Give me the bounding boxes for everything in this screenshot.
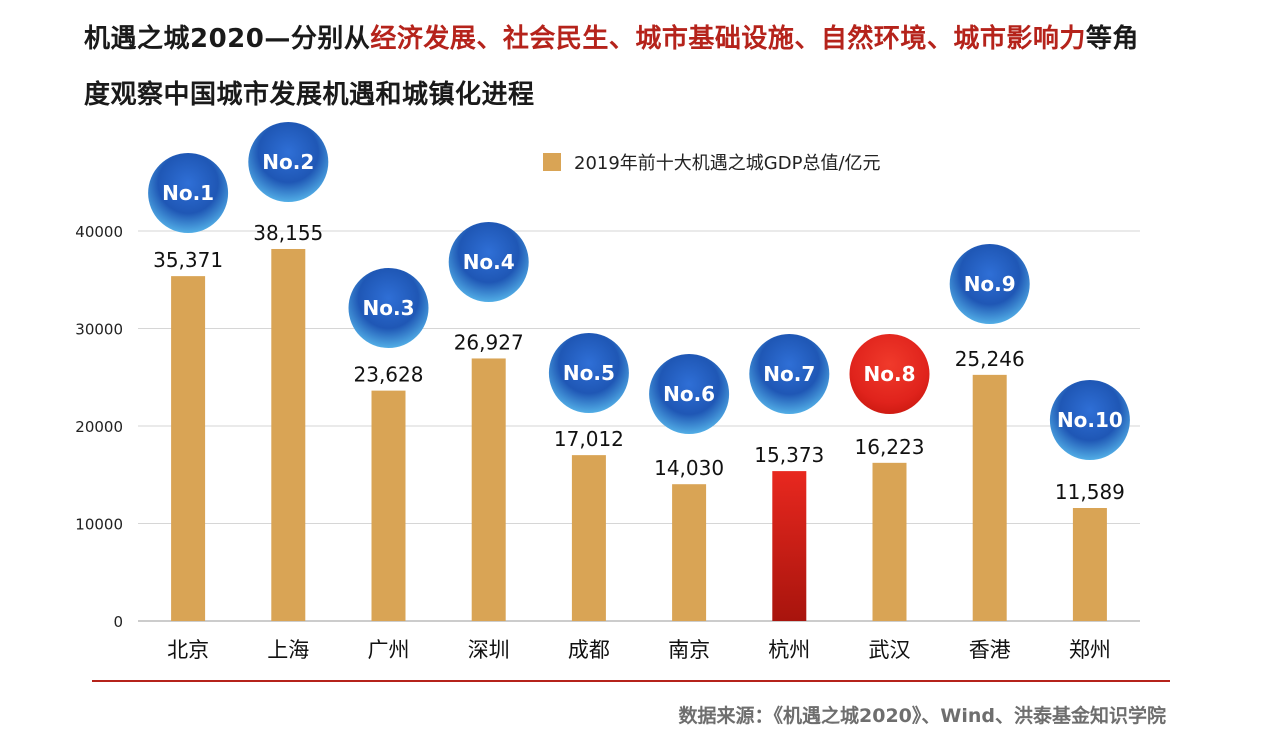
rank-badge	[148, 153, 229, 233]
value-label: 25,246	[955, 347, 1025, 371]
value-label: 14,030	[654, 456, 724, 480]
rank-badge	[448, 222, 529, 302]
x-tick-label: 南京	[668, 638, 710, 662]
x-tick-label: 上海	[267, 638, 309, 662]
chart-title-line-1: 机遇之城2020—分别从经济发展、社会民生、城市基础设施、自然环境、城市影响力等…	[84, 18, 1139, 55]
value-label: 26,927	[454, 330, 524, 354]
rank-label: No.6	[663, 382, 715, 406]
rank-badge	[749, 334, 830, 414]
value-label: 35,371	[153, 248, 223, 272]
rank-label: No.10	[1057, 408, 1123, 432]
bar-5	[571, 455, 606, 621]
value-label: 15,373	[754, 443, 824, 467]
y-tick-label: 40000	[75, 223, 123, 241]
x-tick-label: 香港	[969, 638, 1011, 662]
x-tick-label: 武汉	[869, 638, 911, 662]
rank-badge	[248, 122, 329, 202]
y-tick-label: 30000	[75, 321, 123, 339]
value-label: 38,155	[253, 221, 323, 245]
legend-label: 2019年前十大机遇之城GDP总值/亿元	[574, 153, 881, 174]
rank-label: No.1	[162, 181, 214, 205]
legend-swatch	[543, 153, 561, 171]
rank-label: No.4	[463, 250, 515, 274]
bar-7	[772, 471, 807, 621]
bar-2	[271, 248, 306, 621]
x-tick-label: 成都	[568, 638, 610, 662]
title-segment: 机遇之城2020—分别从	[84, 24, 371, 54]
bar-8	[872, 462, 907, 621]
rank-label: No.9	[964, 272, 1016, 296]
bar-4	[471, 358, 506, 621]
rank-label: No.5	[563, 361, 615, 385]
rank-badge	[849, 334, 930, 414]
x-tick-label: 深圳	[468, 638, 510, 662]
chart-title-line-2: 度观察中国城市发展机遇和城镇化进程	[84, 80, 535, 110]
bar-10	[1072, 508, 1107, 621]
title-segment: 等角	[1085, 24, 1139, 54]
y-tick-label: 20000	[75, 418, 123, 436]
rank-label: No.3	[363, 296, 415, 320]
y-tick-label: 10000	[75, 516, 123, 534]
x-tick-label: 郑州	[1069, 638, 1111, 662]
title-highlight-segment: 经济发展、社会民生、城市基础设施、自然环境、城市影响力	[370, 24, 1086, 54]
bar-6	[672, 484, 707, 621]
data-source-note: 数据来源：《机遇之城2020》、Wind、洪泰基金知识学院	[678, 705, 1166, 727]
value-label: 16,223	[855, 435, 925, 459]
bar-1	[171, 276, 206, 621]
rank-badge	[649, 354, 730, 434]
bar-9	[972, 374, 1007, 621]
value-label: 17,012	[554, 427, 624, 451]
y-tick-label: 0	[113, 613, 123, 631]
rank-badge	[1049, 380, 1130, 460]
x-tick-label: 杭州	[768, 638, 810, 662]
x-tick-label: 广州	[368, 638, 410, 662]
chart-legend: 2019年前十大机遇之城GDP总值/亿元	[543, 153, 881, 174]
rank-badge	[348, 268, 429, 348]
rank-label: No.8	[864, 362, 916, 386]
value-label: 11,589	[1055, 480, 1125, 504]
rank-label: No.7	[763, 362, 815, 386]
rank-badge	[548, 333, 629, 413]
value-label: 23,628	[354, 363, 424, 387]
x-tick-label: 北京	[167, 638, 209, 662]
bar-3	[371, 390, 406, 621]
rank-badge	[949, 244, 1030, 324]
rank-label: No.2	[262, 150, 314, 174]
